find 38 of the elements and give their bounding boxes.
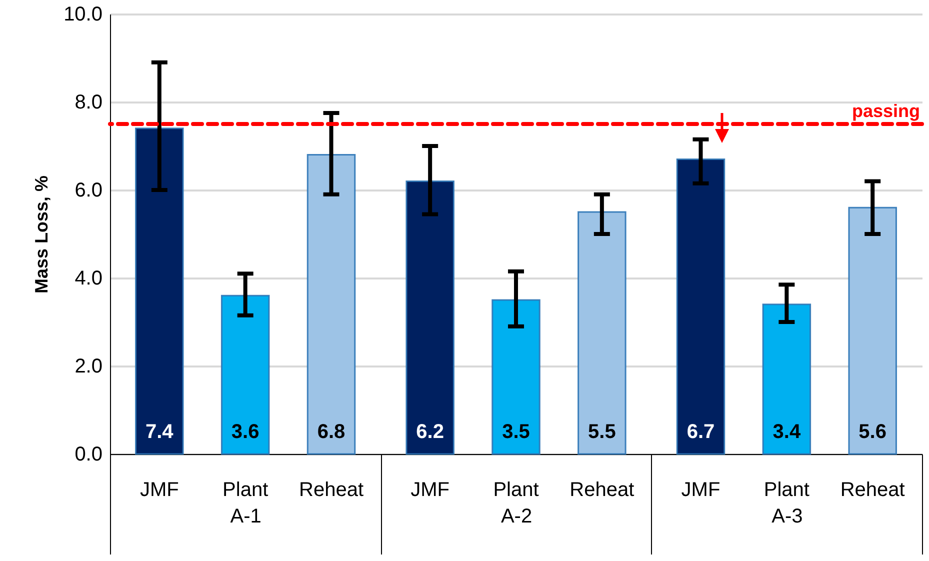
data-label: 5.6 xyxy=(858,421,886,443)
text: Reheat xyxy=(840,479,905,501)
bar xyxy=(848,206,897,455)
y-tick-label: 4.0 xyxy=(74,268,102,290)
y-tick-label: 2.0 xyxy=(74,356,102,378)
bar xyxy=(578,211,626,455)
bar xyxy=(406,180,454,455)
bar xyxy=(492,299,540,455)
series-label: Plant xyxy=(222,479,269,501)
ref-line-label: passing xyxy=(852,101,920,121)
bar xyxy=(306,154,356,455)
data-label: 3.6 xyxy=(231,421,260,443)
text: Plant xyxy=(493,479,539,501)
y-tick-label: 8.0 xyxy=(74,92,102,114)
bar xyxy=(220,294,270,455)
bar xyxy=(676,158,726,455)
y-tick-label: 10.0 xyxy=(64,4,102,26)
text: Reheat xyxy=(570,479,634,501)
text: JMF xyxy=(681,479,720,501)
x-tick-label: A-3 xyxy=(772,506,803,528)
data-label: 6.7 xyxy=(686,421,715,443)
bar xyxy=(762,304,812,455)
series-label: JMF xyxy=(140,479,179,501)
y-tick-label: 0.0 xyxy=(74,444,102,466)
x-tick-label: A-1 xyxy=(230,506,262,528)
data-label: 6.8 xyxy=(317,421,346,443)
text: Plant xyxy=(764,479,810,501)
data-label: 7.4 xyxy=(146,421,174,443)
data-label: 3.5 xyxy=(502,421,530,443)
bar xyxy=(135,128,184,455)
data-label: 3.4 xyxy=(772,421,802,443)
y-tick-label: 6.0 xyxy=(74,180,102,202)
y-axis-title: Mass Loss, % xyxy=(32,175,52,294)
text: JMF xyxy=(410,479,450,501)
data-label: 6.2 xyxy=(416,421,444,443)
x-tick-label: A-2 xyxy=(500,506,532,528)
data-label: 5.5 xyxy=(588,421,616,443)
series-label: Reheat xyxy=(299,479,364,501)
